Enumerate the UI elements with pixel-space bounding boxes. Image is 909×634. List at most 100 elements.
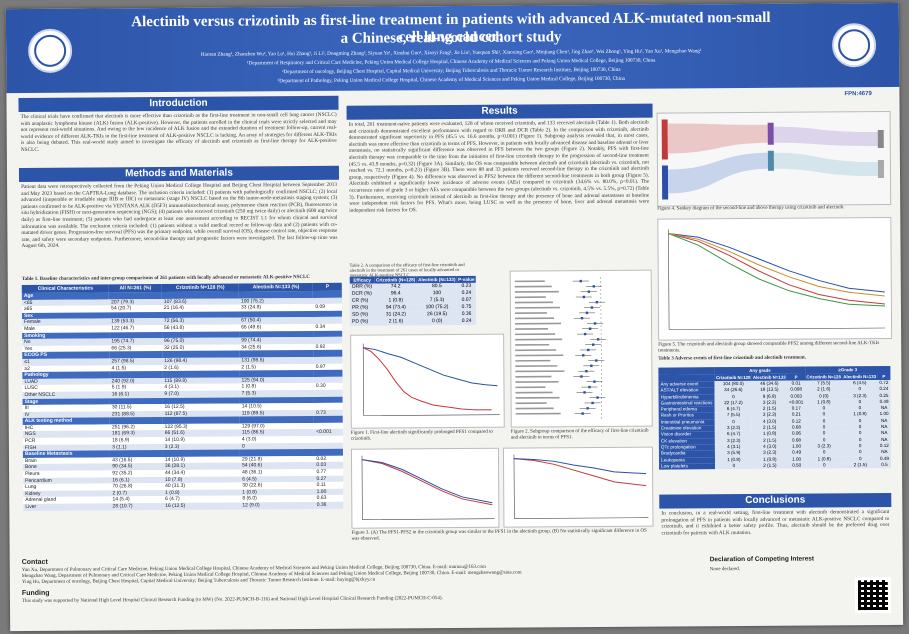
- forest-label-line: [515, 386, 546, 389]
- figure2-caption: Figure 2. Subgroup comparison of the eff…: [510, 428, 649, 441]
- figure5-km-plots: [657, 216, 893, 341]
- forest-label-line: [515, 354, 564, 357]
- table3-cell: Low platelets: [659, 463, 716, 470]
- results-heading: Results: [346, 103, 653, 120]
- figure1-km-plot: [350, 333, 505, 429]
- forest-label-line: [514, 296, 546, 299]
- alectinib-curve: [363, 347, 498, 387]
- interests-block: Declaration of Competing Interest None d…: [710, 555, 840, 573]
- forest-label-line: [515, 380, 559, 383]
- forest-label-line: [515, 343, 550, 346]
- crizotinib-curve: [362, 347, 492, 411]
- forest-point: [588, 385, 591, 389]
- poster: Alectinib versus crizotinib as first-lin…: [5, 2, 904, 632]
- forest-point: [579, 279, 582, 283]
- hospital-logo-left: [27, 28, 73, 73]
- forest-label-line: [515, 349, 557, 352]
- table2-cell: PD (%): [350, 318, 375, 326]
- forest-label-line: [514, 285, 552, 288]
- figure4-caption: Figure 4. Sankey diagram of the second-l…: [657, 205, 845, 212]
- forest-label-line: [515, 402, 547, 405]
- forest-point: [587, 348, 590, 352]
- forest-label-line: [515, 333, 556, 336]
- forest-point: [596, 396, 599, 399]
- forest-point: [587, 290, 591, 293]
- figure5-svg: [668, 229, 886, 330]
- forest-label-line: [515, 375, 552, 378]
- forest-label-line: [515, 328, 549, 330]
- forest-point: [596, 338, 600, 341]
- table1-row: Liver 28 (10.7) 16 (12.5) 12 (9.0) 0.36: [23, 501, 344, 511]
- adverse-events-table: Any grade ≥Grade 3 Crizotinib N=128 Alect…: [658, 365, 892, 470]
- forest-label-line: [515, 338, 563, 341]
- forest-label-line: [515, 396, 560, 399]
- poster-title-line2: a Chinese, real-world cohort study: [340, 29, 562, 47]
- figure3a-svg: [361, 455, 495, 520]
- conclusions-heading: Conclusions: [659, 492, 892, 509]
- conclusions-text: In conclusion, in a real-world setting, …: [661, 508, 890, 537]
- forest-point: [582, 354, 585, 357]
- table3-row: Low platelets 0 2 (1.5) 0.50 0 2 (1.5) 0.5: [659, 461, 892, 470]
- figure3b-svg: [513, 454, 649, 519]
- table3-cell: 0: [715, 462, 753, 470]
- table1-cell: 28 (10.7): [110, 503, 164, 510]
- figure3b-km-plot: [502, 446, 654, 528]
- forest-label-line: [515, 370, 565, 373]
- forest-label-line: [514, 301, 553, 304]
- forest-label-line: [515, 317, 555, 320]
- forest-point: [583, 391, 586, 394]
- forest-point: [592, 285, 595, 288]
- interests-heading: Declaration of Competing Interest: [709, 555, 815, 564]
- fpn-label: FPN:4679: [844, 91, 872, 98]
- introduction-text: The clinical trials have confirmed that …: [20, 111, 337, 153]
- table1-cell: Liver: [23, 503, 111, 511]
- table2-cell: 0 (0): [416, 317, 458, 326]
- forest-point: [595, 300, 599, 304]
- poster-header: Alectinib versus crizotinib as first-lin…: [5, 2, 900, 94]
- forest-point: [595, 359, 598, 362]
- table3-caption: Table 3 Adverse events of first-line cri…: [658, 355, 807, 362]
- table3-cell: 2 (1.5): [842, 461, 878, 469]
- forest-point: [583, 332, 587, 336]
- interests-text: None declared.: [709, 567, 741, 573]
- figure4-sankey: [656, 110, 892, 207]
- table3-cell: 0.5: [877, 461, 892, 469]
- forest-point: [580, 317, 584, 320]
- table2-row: PD (%) 2 (1.6) 0 (0) 0.24: [350, 317, 477, 326]
- qr-code[interactable]: [854, 576, 892, 614]
- table3-cell: 0.50: [787, 462, 806, 469]
- forest-point: [585, 369, 588, 373]
- forest-point: [580, 375, 583, 378]
- km-curve-svg: [362, 343, 500, 416]
- forest-label-line: [515, 412, 561, 415]
- forest-label-line: [515, 407, 554, 410]
- forest-point: [590, 306, 594, 309]
- table1-header-cell: P: [313, 282, 342, 291]
- forest-plot-svg: [514, 276, 607, 421]
- table1-caption: Table 1. Baseline characteristics and in…: [21, 275, 310, 283]
- results-text: In total, 261 treatment-naïve patients w…: [348, 119, 650, 214]
- methods-heading: Methods and Materials: [18, 165, 340, 183]
- methods-text: Patient data were retrospectively collec…: [21, 181, 338, 250]
- contact-block: Contact Yan Xu, Department of Pulmonary …: [22, 555, 662, 627]
- baseline-characteristics-table: Clinical Characteristics All N=261 (%) Cri…: [21, 282, 344, 511]
- figure5-caption: Figure 5. The crizotinib and alectinib g…: [658, 341, 880, 354]
- forest-label-line: [514, 312, 547, 314]
- figure3-caption: Figure 3. (A) The PFS1-PFS2 in the crizo…: [351, 528, 647, 542]
- forest-point: [591, 343, 595, 346]
- forest-point: [586, 407, 589, 410]
- figure1-caption: Figure 1. First-line alectinib significa…: [350, 429, 493, 442]
- figure3a-km-plot: [350, 447, 500, 529]
- forest-point: [585, 311, 589, 315]
- hospital-logo-right: [831, 23, 877, 68]
- table2-cell: 2 (1.6): [374, 318, 417, 326]
- sankey-svg: [661, 119, 885, 200]
- table3-cell: 2 (1.5): [752, 462, 788, 470]
- forest-point: [593, 322, 597, 325]
- introduction-heading: Introduction: [18, 95, 339, 113]
- forest-label-line: [514, 290, 559, 293]
- forest-point: [590, 364, 593, 368]
- forest-label-line: [515, 359, 551, 362]
- forest-point: [588, 327, 592, 330]
- table1-cell: 12 (9.0): [240, 501, 315, 510]
